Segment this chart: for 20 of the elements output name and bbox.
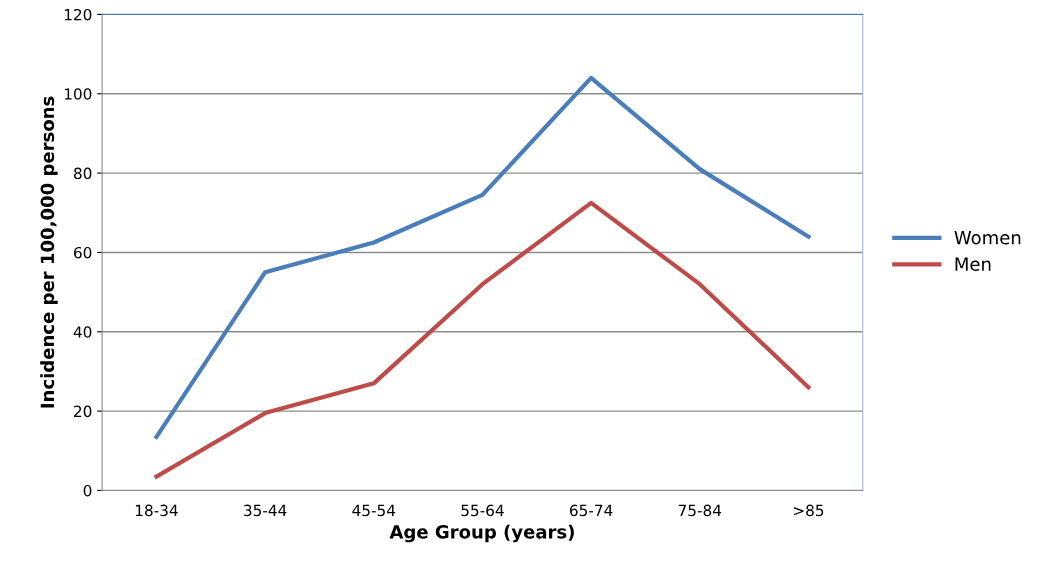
y-tick-label: 40 (73, 326, 92, 338)
y-tick-label: 120 (64, 8, 92, 21)
legend-label: Women (954, 231, 1021, 245)
y-tick-label: 20 (74, 405, 92, 418)
line-series (154, 200, 811, 479)
x-tick-label: 65-74 (569, 504, 613, 517)
line-series (154, 75, 811, 439)
y-tick-label: 100 (64, 88, 92, 100)
x-tick-label: 45-54 (352, 504, 396, 517)
y-tick-label: 80 (73, 167, 92, 180)
x-tick-label: 75-84 (678, 504, 722, 517)
x-tick-label: >85 (793, 504, 824, 517)
x-tick-label: 35-44 (244, 504, 287, 517)
y-tick-label: 60 (74, 246, 92, 259)
y-axis-title: Incidence per 100,000 persons (40, 96, 58, 408)
legend-label: Men (955, 257, 991, 271)
x-axis-title: Age Group (years) (389, 524, 574, 543)
x-tick-label: 55-64 (461, 504, 504, 517)
x-tick-label: 18-34 (135, 504, 178, 517)
y-tick-label: 0 (83, 484, 92, 497)
